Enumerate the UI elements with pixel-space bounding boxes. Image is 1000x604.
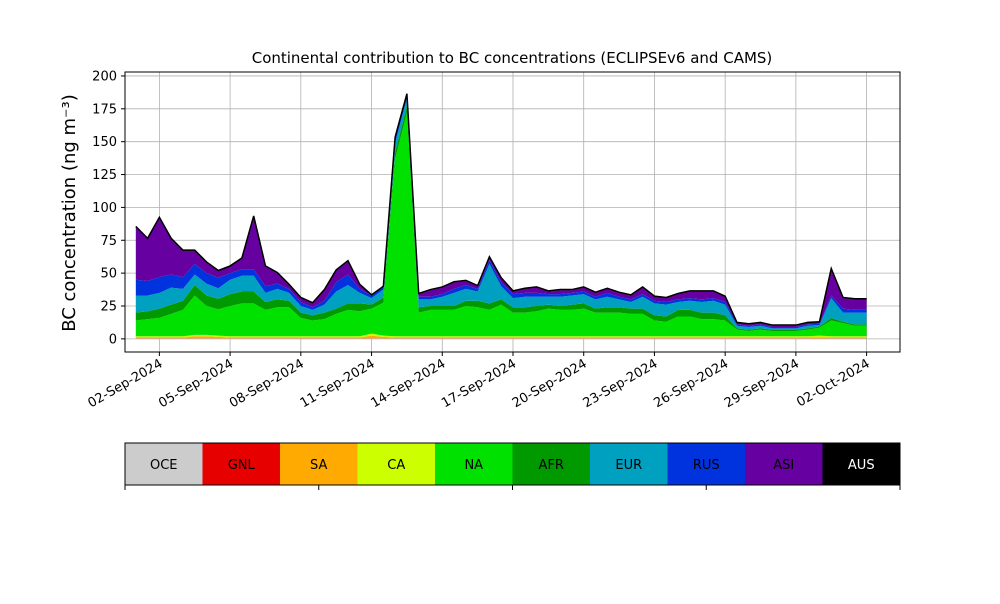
- x-tick-label: 17-Sep-2024: [439, 356, 519, 411]
- colorbar-label: ASI: [773, 458, 794, 473]
- stacked-area-layer: [136, 94, 867, 339]
- x-tick-label: 05-Sep-2024: [156, 356, 236, 411]
- chart-title: Continental contribution to BC concentra…: [252, 49, 773, 67]
- colorbar-label: CA: [387, 458, 405, 473]
- x-tick-label: 14-Sep-2024: [368, 356, 448, 411]
- y-tick-label: 25: [100, 299, 117, 314]
- colorbar-label: OCE: [150, 458, 178, 473]
- colorbar-label: EUR: [615, 458, 642, 473]
- colorbar-label: RUS: [693, 458, 720, 473]
- colorbar-label: SA: [310, 458, 327, 473]
- x-tick-label: 20-Sep-2024: [510, 356, 590, 411]
- y-tick-label: 100: [92, 201, 117, 216]
- y-tick-label: 200: [92, 69, 117, 84]
- x-tick-label: 29-Sep-2024: [722, 356, 802, 411]
- x-tick-label: 02-Oct-2024: [794, 356, 872, 410]
- colorbar-label: AFR: [539, 458, 564, 473]
- colorbar-legend: OCE GNL SA CA NA AFR EUR RUS ASI AUS: [125, 443, 900, 490]
- y-tick-label: 0: [109, 332, 117, 347]
- x-tick-label: 02-Sep-2024: [86, 356, 166, 411]
- y-axis-label: BC concentration (ng m⁻³): [59, 94, 80, 332]
- x-tick-label: 23-Sep-2024: [581, 356, 661, 411]
- x-tick-label: 11-Sep-2024: [298, 356, 378, 411]
- x-axis-ticks: 02-Sep-202405-Sep-202408-Sep-202411-Sep-…: [86, 352, 873, 411]
- x-tick-label: 08-Sep-2024: [227, 356, 307, 411]
- y-tick-label: 50: [100, 267, 117, 282]
- colorbar-label: AUS: [848, 458, 875, 473]
- colorbar-label: GNL: [228, 458, 256, 473]
- y-tick-label: 125: [92, 168, 117, 183]
- y-tick-label: 175: [92, 102, 117, 117]
- y-axis-ticks: 0 25 50 75 100 125 150 175 200: [92, 69, 125, 347]
- y-tick-label: 75: [100, 234, 117, 249]
- y-tick-label: 150: [92, 135, 117, 150]
- x-tick-label: 26-Sep-2024: [651, 356, 731, 411]
- colorbar-label: NA: [464, 458, 483, 473]
